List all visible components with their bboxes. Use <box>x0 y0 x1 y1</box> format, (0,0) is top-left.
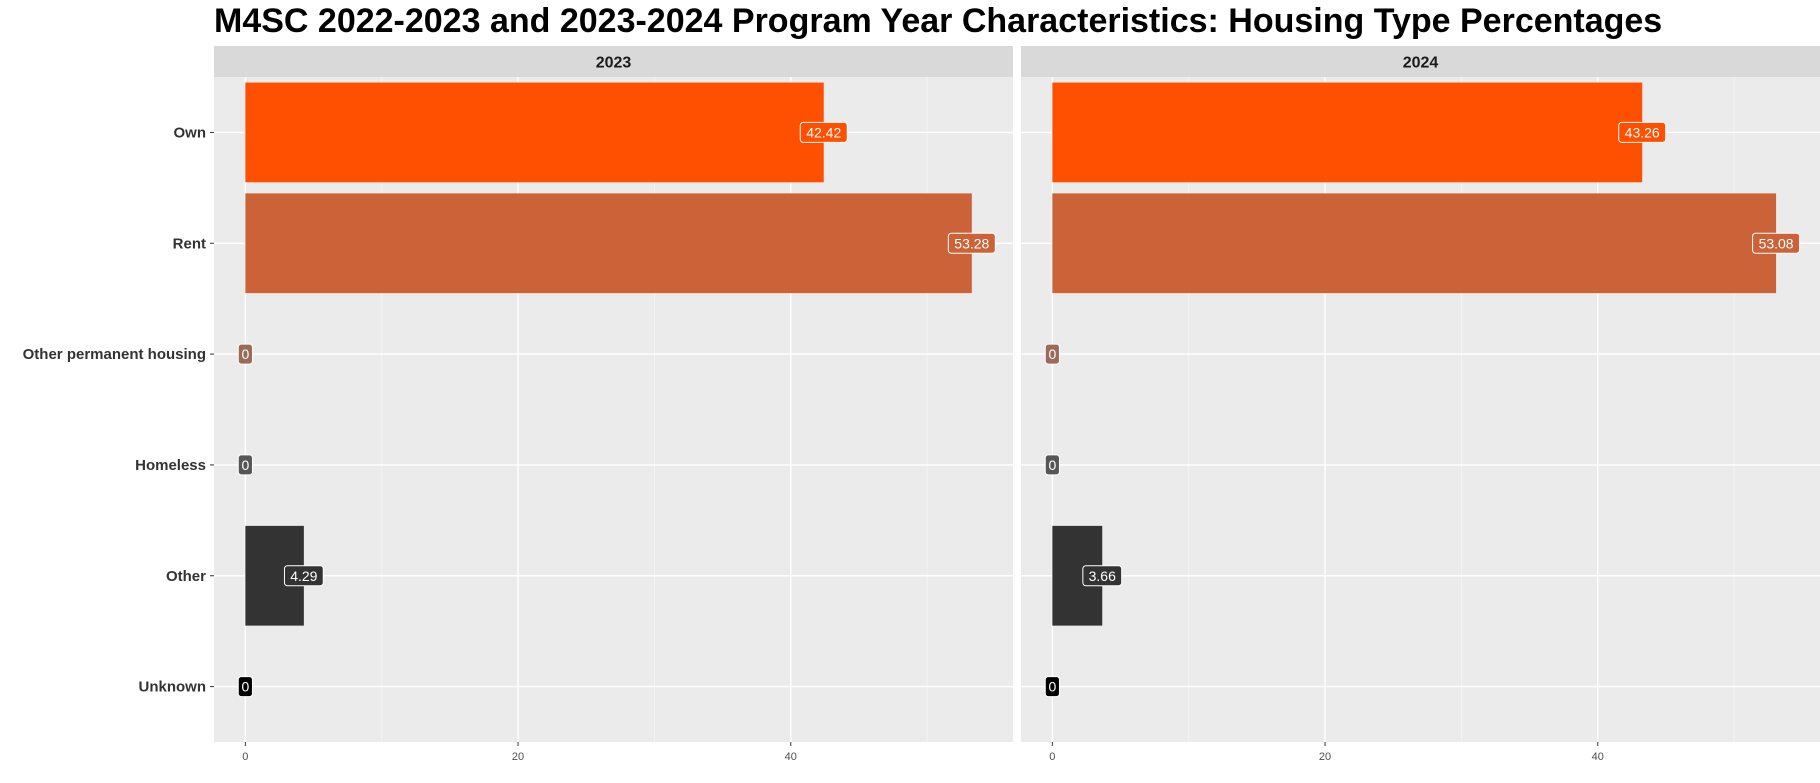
x-tick-label: 0 <box>1049 751 1055 763</box>
x-tick-label: 40 <box>1592 751 1604 763</box>
data-label-box <box>1618 121 1667 143</box>
x-tick-label: 20 <box>1319 751 1331 763</box>
data-label-box <box>1044 454 1060 476</box>
bar-2024-own <box>1052 82 1643 183</box>
y-tick-label: Homeless <box>135 457 206 474</box>
data-label-box <box>799 121 848 143</box>
y-tick-label: Own <box>174 124 207 141</box>
bar-2024-rent <box>1052 193 1777 294</box>
data-label-2024: 0 <box>1048 457 1056 473</box>
panel-background-2024 <box>1021 77 1820 742</box>
bar-2023-own <box>245 82 824 183</box>
data-label-box <box>237 454 253 476</box>
x-tick-label: 20 <box>512 751 524 763</box>
facet-strip-2024 <box>1021 46 1820 77</box>
data-label-2024: 3.66 <box>1089 568 1116 584</box>
data-label-2023: 0 <box>241 679 249 695</box>
data-label-2023: 42.42 <box>806 124 841 140</box>
data-label-2024: 0 <box>1048 346 1056 362</box>
data-label-2023: 4.29 <box>290 568 317 584</box>
facet-strip-label-2024: 2024 <box>1403 55 1439 72</box>
panel-background-2023 <box>214 77 1013 742</box>
y-tick-label: Rent <box>173 235 206 252</box>
data-label-box <box>1082 565 1123 587</box>
bar-2023-rent <box>245 193 972 294</box>
y-tick-label: Other <box>166 568 206 585</box>
facet-strip-2023 <box>214 46 1013 77</box>
data-label-box <box>237 343 253 365</box>
data-label-box <box>947 232 996 254</box>
data-label-2023: 0 <box>241 457 249 473</box>
data-label-box <box>237 676 253 698</box>
chart-title: M4SC 2022-2023 and 2023-2024 Program Yea… <box>214 2 1663 40</box>
data-label-box <box>1044 676 1060 698</box>
y-tick-label: Other permanent housing <box>23 346 206 363</box>
data-label-box <box>1044 343 1060 365</box>
x-tick-label: 0 <box>242 751 248 763</box>
data-label-2023: 0 <box>241 346 249 362</box>
data-label-2024: 0 <box>1048 679 1056 695</box>
x-tick-label: 40 <box>785 751 797 763</box>
facet-strip-label-2023: 2023 <box>596 55 632 72</box>
data-label-2024: 43.26 <box>1625 124 1660 140</box>
data-label-box <box>1752 232 1801 254</box>
data-label-2024: 53.08 <box>1759 235 1794 251</box>
y-tick-label: Unknown <box>139 679 207 696</box>
data-label-box <box>283 565 324 587</box>
data-label-2023: 53.28 <box>954 235 989 251</box>
